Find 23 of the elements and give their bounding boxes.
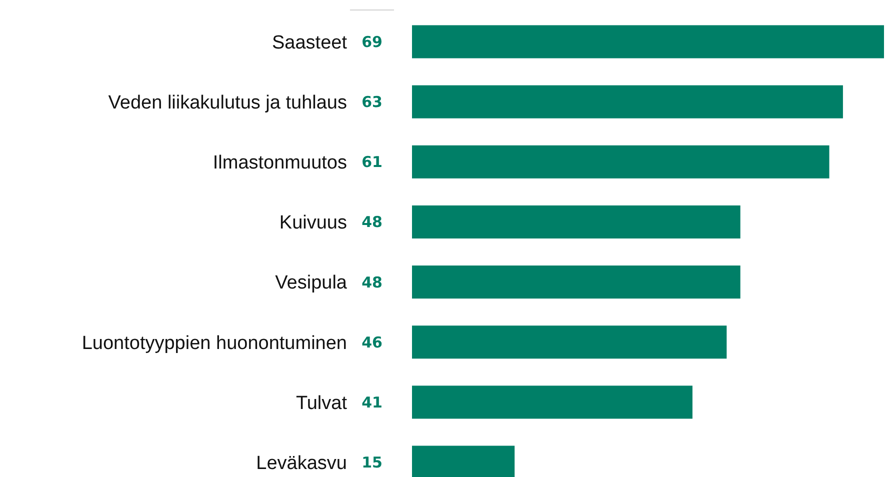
y-tick-label: Saasteet — [272, 32, 348, 54]
y-tick-label: Kuivuus — [279, 212, 347, 234]
data-label: 41 — [362, 393, 382, 412]
bar — [412, 25, 884, 58]
data-label: 48 — [362, 273, 382, 292]
bar — [412, 205, 740, 238]
data-label: 15 — [362, 454, 382, 472]
y-tick-label: Luontotyyppien huonontuminen — [82, 332, 347, 354]
bar — [412, 145, 830, 178]
y-tick-label: Ilmastonmuutos — [212, 152, 347, 174]
data-label: 48 — [362, 213, 382, 232]
y-tick-label: Vesipula — [275, 272, 348, 294]
y-tick-label: Leväkasvu — [256, 452, 347, 474]
data-label: 61 — [362, 153, 382, 172]
bar — [412, 326, 727, 359]
data-label: 46 — [362, 333, 382, 352]
bar — [412, 85, 843, 118]
data-label: 63 — [362, 93, 382, 112]
y-tick-label: Veden liikakulutus ja tuhlaus — [108, 92, 347, 114]
bar — [412, 386, 692, 419]
bar — [412, 266, 740, 299]
data-label: 69 — [362, 32, 382, 51]
y-tick-label: Tulvat — [296, 392, 348, 414]
